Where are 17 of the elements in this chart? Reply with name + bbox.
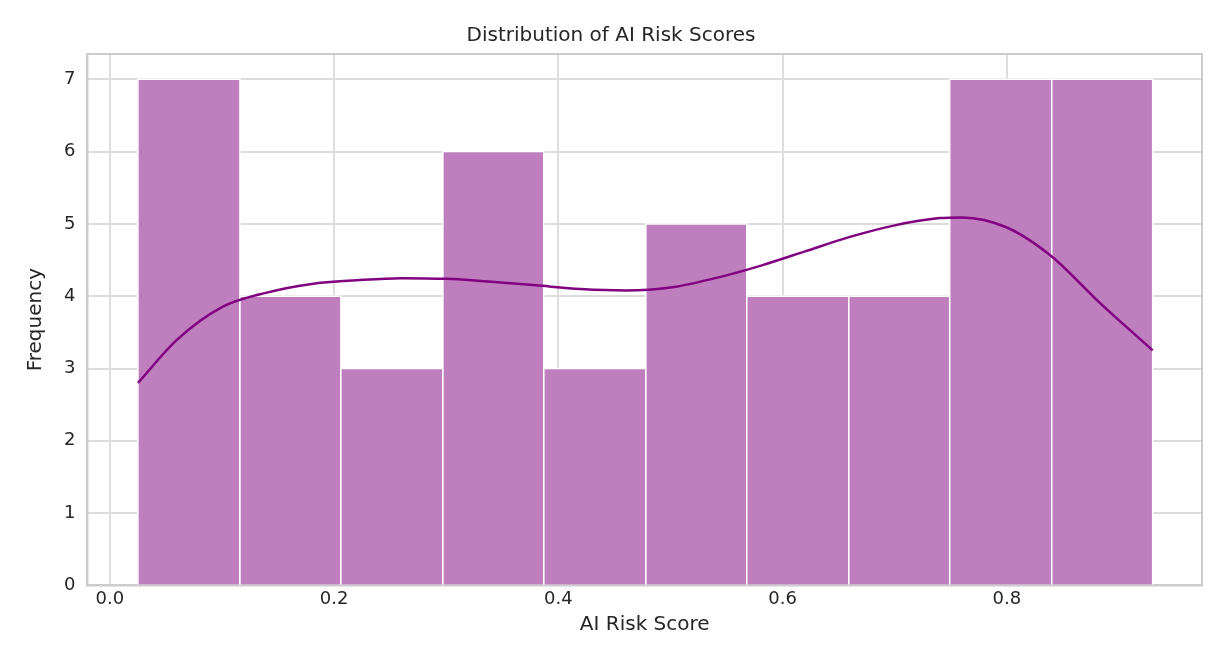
- y-tick-label: 0: [64, 573, 76, 595]
- x-axis-title: AI Risk Score: [579, 611, 710, 636]
- chart-title: Distribution of AI Risk Scores: [466, 22, 756, 47]
- x-tick-label: 0.0: [95, 586, 125, 608]
- x-tick-label: 0.6: [768, 586, 797, 608]
- x-tick-label: 0.8: [992, 586, 1022, 608]
- y-tick-label: 4: [64, 283, 76, 305]
- line-series: [136, 216, 1154, 385]
- y-tick-label: 1: [64, 500, 76, 522]
- x-tick-label: 0.2: [319, 586, 349, 608]
- y-tick-label: 6: [64, 139, 76, 161]
- y-tick-label: 7: [64, 66, 76, 88]
- y-tick-label: 2: [64, 428, 76, 450]
- y-tick-label: 5: [64, 211, 76, 233]
- y-axis-title: Frequency: [22, 267, 47, 372]
- y-tick-label: 3: [64, 356, 76, 378]
- x-tick-label: 0.4: [544, 586, 573, 608]
